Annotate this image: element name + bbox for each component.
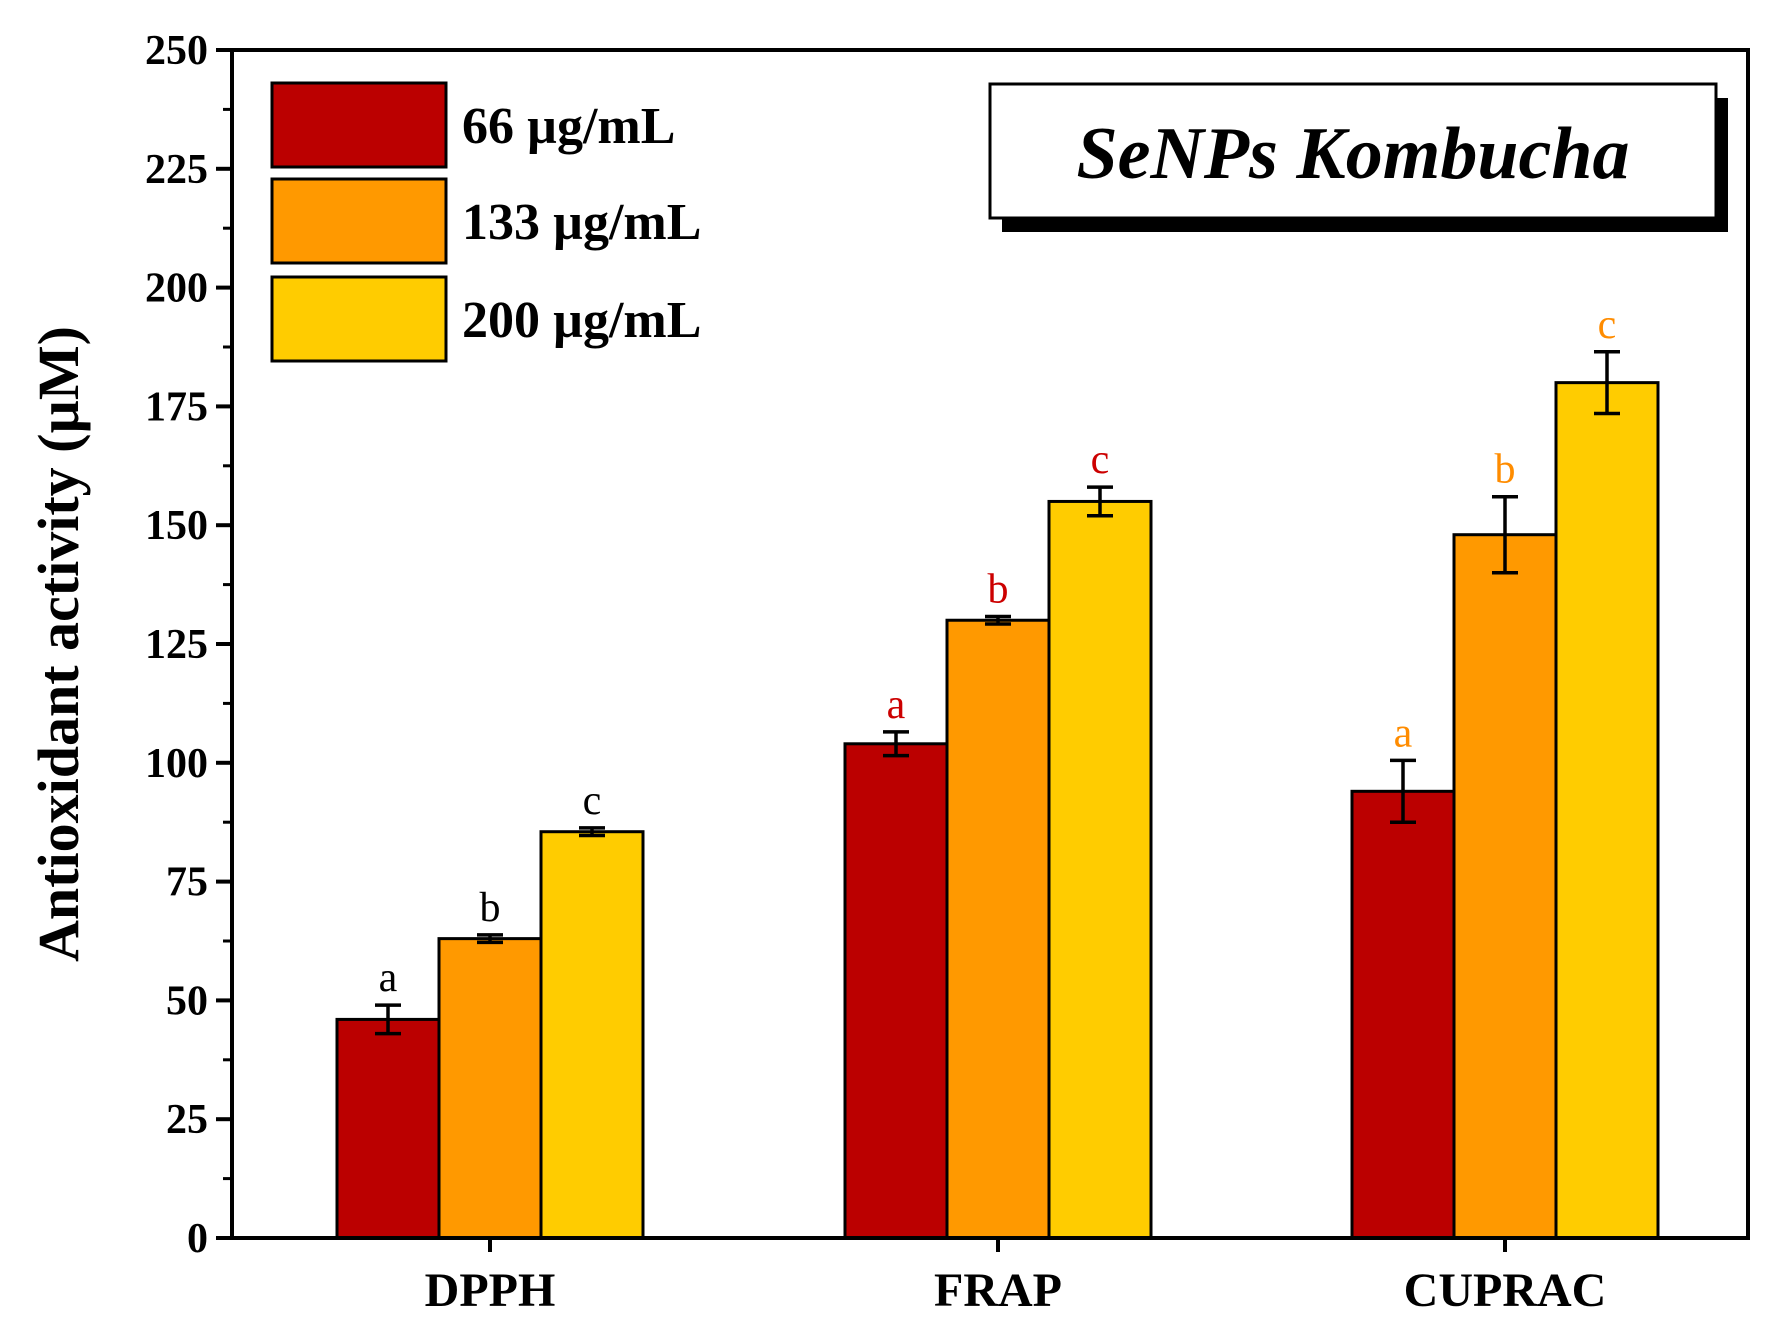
significance-label: a (887, 682, 906, 728)
bar (1047, 499, 1153, 1240)
significance-label: b (988, 566, 1009, 612)
legend-label: 66 µg/mL (462, 98, 675, 155)
plot-area: a a a b b b c c c (335, 302, 1660, 1240)
y-tick-label: 100 (145, 741, 208, 787)
bar (945, 618, 1051, 1240)
significance-label: a (1394, 710, 1413, 756)
legend-label: 200 µg/mL (462, 292, 701, 349)
significance-label: b (480, 885, 501, 931)
chart-title: SeNPs Kombucha (1076, 113, 1629, 195)
x-tick-label: CUPRAC (1404, 1264, 1607, 1317)
title-box: SeNPs Kombucha (988, 82, 1728, 232)
y-tick-label: 25 (166, 1097, 208, 1143)
significance-label: c (1598, 302, 1617, 348)
bar (437, 937, 543, 1240)
bar (1452, 533, 1558, 1240)
x-tick-label: FRAP (934, 1264, 1062, 1317)
legend: 66 µg/mL 133 µg/mL 200 µg/mL (270, 81, 701, 363)
significance-label: b (1495, 447, 1516, 493)
bar (539, 830, 645, 1240)
bar (335, 1017, 441, 1240)
bar (843, 742, 949, 1240)
y-tick-label: 0 (187, 1216, 208, 1262)
significance-label: a (379, 955, 398, 1001)
y-tick-label: 200 (145, 266, 208, 312)
legend-swatch (270, 275, 448, 363)
bar (1554, 381, 1660, 1240)
y-tick-label: 75 (166, 860, 208, 906)
axes: 0 25 50 75 100 125 150 175 200 225 250 DPPH FRAP CUPR… (26, 28, 1750, 1317)
title-box-frame (988, 82, 1718, 220)
y-tick-label: 150 (145, 503, 208, 549)
significance-label: c (583, 778, 602, 824)
y-tick-label: 175 (145, 384, 208, 430)
legend-label: 133 µg/mL (462, 194, 701, 251)
x-tick-label: DPPH (425, 1264, 556, 1317)
significance-label: c (1091, 437, 1110, 483)
legend-swatch (270, 177, 448, 265)
y-tick-label: 225 (145, 147, 208, 193)
y-tick-label: 125 (145, 622, 208, 668)
legend-swatch (270, 81, 448, 169)
bar (1350, 789, 1456, 1240)
y-axis-label: Antioxidant activity (µM) (26, 326, 91, 962)
y-tick-label: 250 (145, 28, 208, 74)
y-tick-label: 50 (166, 978, 208, 1024)
